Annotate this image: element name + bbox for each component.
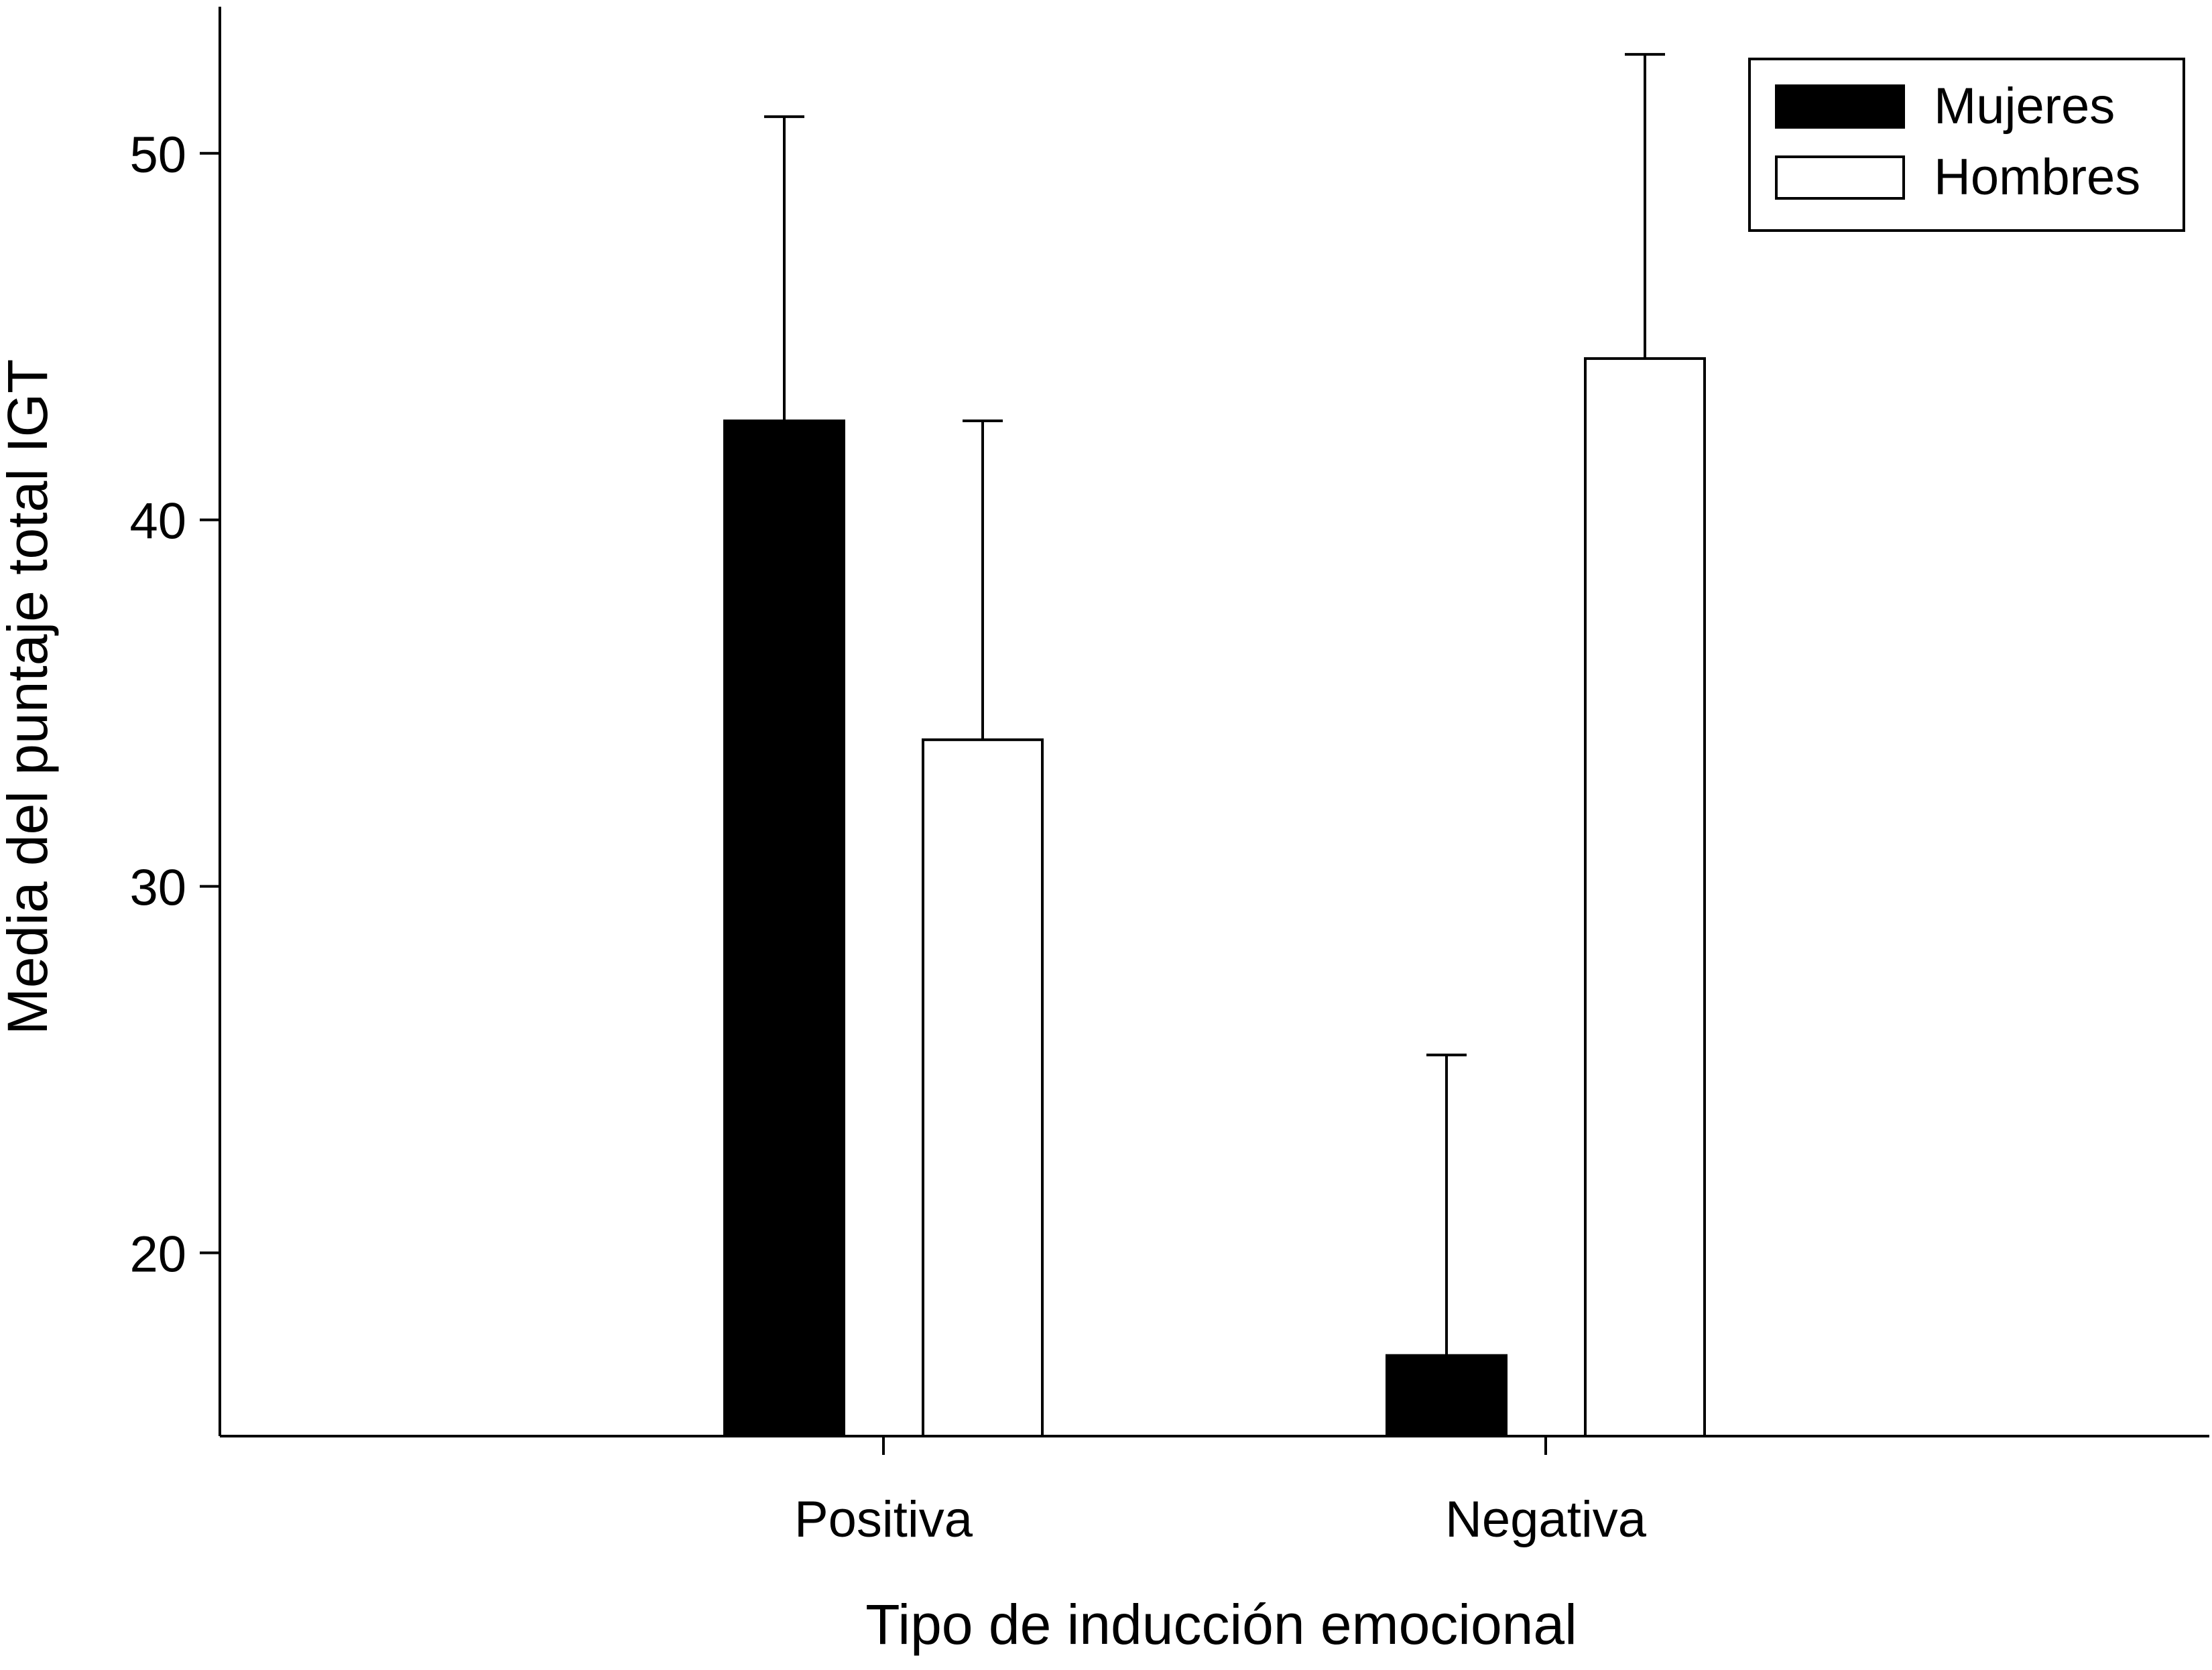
legend-swatch-hombres (1775, 155, 1905, 200)
y-tick-label: 20 (129, 1226, 186, 1283)
error-bars (764, 53, 1665, 1356)
bar-mujeres-positiva (723, 420, 845, 1437)
y-tick-label: 30 (129, 860, 186, 917)
x-axis-title: Tipo de inducción emocional (865, 1593, 1577, 1656)
legend: Mujeres Hombres (1748, 58, 2185, 232)
legend-label-mujeres: Mujeres (1934, 78, 2115, 135)
legend-swatch-mujeres (1775, 84, 1905, 129)
bar-hombres-positiva (922, 738, 1044, 1437)
axes (219, 7, 2209, 1437)
x-tick-label: Negativa (1445, 1491, 1647, 1548)
x-axis-ticks: Positiva Negativa (794, 1436, 1647, 1548)
legend-label-hombres: Hombres (1934, 149, 2140, 206)
y-axis-title: Media del puntaje total IGT (0, 359, 59, 1035)
legend-items: Mujeres Hombres (1775, 78, 2140, 206)
y-tick-label: 40 (129, 493, 186, 550)
bar-mujeres-negativa (1386, 1354, 1508, 1437)
y-tick-label: 50 (129, 127, 186, 184)
y-axis-ticks: 20 30 40 50 (129, 127, 220, 1283)
bar-hombres-negativa (1584, 357, 1706, 1437)
bars (723, 357, 1706, 1437)
x-tick-label: Positiva (794, 1491, 973, 1548)
